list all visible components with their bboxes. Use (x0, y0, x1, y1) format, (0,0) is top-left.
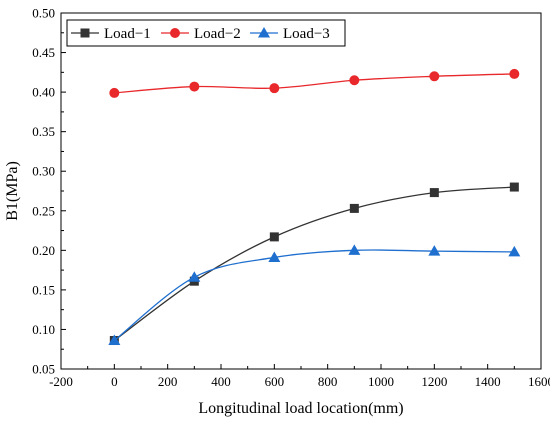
x-tick-label: -200 (49, 374, 73, 389)
legend-label-1: Load−1 (104, 26, 151, 42)
x-tick-label: 400 (211, 374, 231, 389)
data-point-series-3 (268, 251, 281, 262)
x-tick-label: 1200 (421, 374, 447, 389)
series-layer (108, 68, 521, 346)
data-point-series-1 (429, 188, 439, 198)
legend-box (66, 19, 346, 47)
y-axis: 0.05 0.10 0.15 0.20 0.25 0.30 0.35 0.40 0.45 0.50 (32, 6, 66, 377)
data-point-series-1 (349, 203, 359, 213)
legend-marker-3 (258, 27, 270, 38)
y-tick-label: 0.25 (32, 203, 55, 218)
data-point-series-3 (508, 245, 521, 257)
series-line-1 (113, 186, 515, 342)
data-point-series-1 (269, 232, 279, 242)
y-tick-label: 0.20 (32, 243, 55, 258)
x-tick-label: 800 (318, 374, 338, 389)
series-line-2 (114, 73, 515, 94)
x-tick-label: 600 (265, 374, 285, 389)
y-tick-label: 0.30 (32, 164, 55, 179)
data-point-series-2 (349, 75, 360, 86)
y-tick-label: 0.45 (32, 45, 55, 60)
y-axis-title: B1(MPa) (4, 161, 21, 221)
legend-label-3: Load−3 (283, 26, 330, 42)
y-tick-label: 0.40 (32, 85, 55, 100)
y-tick-label: 0.15 (32, 282, 55, 297)
data-point-series-3 (108, 334, 121, 346)
x-tick-label: 0 (111, 374, 118, 389)
data-point-series-2 (509, 68, 520, 79)
data-point-series-3 (428, 245, 441, 256)
y-tick-label: 0.10 (32, 322, 55, 337)
x-tick-label: 1400 (475, 374, 501, 389)
plot-area-frame (60, 12, 542, 370)
y-tick-label: 0.35 (32, 124, 55, 139)
data-point-series-1 (509, 182, 519, 192)
data-point-series-3 (188, 271, 201, 282)
legend-marker-1 (80, 28, 90, 38)
data-point-series-2 (109, 87, 120, 98)
legend: Load−1 Load−2 Load−3 (66, 19, 346, 47)
x-tick-label: 1000 (368, 374, 394, 389)
data-point-series-2 (429, 71, 440, 82)
x-axis-title: Longitudinal load location(mm) (198, 400, 403, 417)
legend-label-2: Load−2 (194, 26, 241, 42)
data-point-series-2 (269, 83, 280, 94)
y-tick-label: 0.50 (32, 6, 55, 21)
y-tick-label: 0.05 (32, 362, 55, 377)
legend-marker-2 (170, 28, 180, 38)
data-point-series-2 (189, 81, 200, 92)
x-tick-label: 200 (158, 374, 178, 389)
data-point-series-3 (348, 244, 361, 255)
